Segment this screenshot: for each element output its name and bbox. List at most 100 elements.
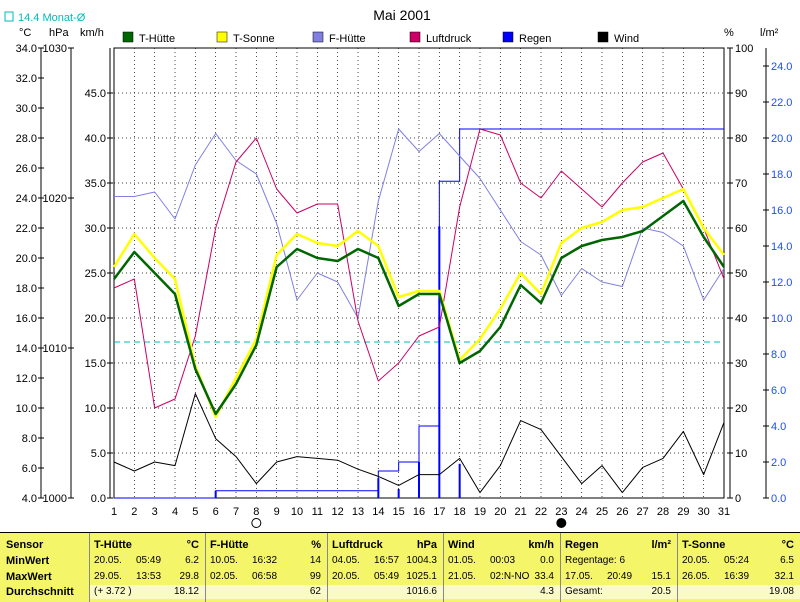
stat-min-time: 16:32 xyxy=(252,555,278,566)
legend-label: F-Hütte xyxy=(329,33,366,45)
stat-min-time: 05:24 xyxy=(724,555,750,566)
x-tick-label: 20 xyxy=(494,506,506,518)
x-tick-label: 30 xyxy=(698,506,710,518)
label-sensor: Sensor xyxy=(6,539,44,551)
pressure-unit-label: hPa xyxy=(49,27,69,39)
stat-max-date: 02.05. xyxy=(210,571,238,582)
stat-sensor-name: F-Hütte xyxy=(210,539,249,551)
stat-avg-note: (+ 3.72 ) xyxy=(94,586,132,597)
x-tick-label: 17 xyxy=(433,506,445,518)
legend-label: Wind xyxy=(614,33,639,45)
stat-min-time: 16:57 xyxy=(374,555,400,566)
temp-tick-label: 30.0 xyxy=(16,103,37,115)
wind-tick-label: 25.0 xyxy=(85,268,106,280)
legend-swatch xyxy=(409,31,421,43)
rain-tick-label: 16.0 xyxy=(771,205,792,217)
stat-max-time: 02:N-NO xyxy=(490,571,530,582)
wind-tick-label: 10.0 xyxy=(85,403,106,415)
x-tick-label: 23 xyxy=(555,506,567,518)
x-tick-label: 3 xyxy=(152,506,158,518)
stat-max-value: 15.1 xyxy=(651,571,671,582)
rain-tick-label: 4.0 xyxy=(771,421,786,433)
wind-tick-label: 45.0 xyxy=(85,88,106,100)
stat-sensor-name: T-Sonne xyxy=(682,539,726,551)
stat-sensor-name: Luftdruck xyxy=(332,539,383,551)
x-tick-label: 25 xyxy=(596,506,608,518)
moon-full-icon xyxy=(251,518,262,528)
humidity-tick-label: 80 xyxy=(735,133,747,145)
pressure-tick-label: 1030 xyxy=(43,43,67,55)
legend: T-Hütte T-Sonne F-Hütte Luftdruck Regen Wind xyxy=(122,31,639,45)
rain-tick-label: 18.0 xyxy=(771,169,792,181)
x-tick-label: 29 xyxy=(677,506,689,518)
label-avg: Durchschnitt xyxy=(6,586,74,598)
stat-min-value: 1004.3 xyxy=(406,555,437,566)
label-max: MaxWert xyxy=(6,571,52,583)
wind-tick-label: 20.0 xyxy=(85,313,106,325)
stat-unit: km/h xyxy=(528,539,554,551)
stat-sensor-name: Wind xyxy=(448,539,475,551)
stat-max-time: 05:49 xyxy=(374,571,400,582)
stat-min-time: 00:03 xyxy=(490,555,516,566)
legend-swatch xyxy=(122,31,134,43)
weather-chart: Mai 2001 14.4 Monat-Ø °C hPa km/h % l/m²… xyxy=(4,7,792,528)
wind-tick-label: 35.0 xyxy=(85,178,106,190)
temp-unit-label: °C xyxy=(19,27,31,39)
wind-tick-label: 15.0 xyxy=(85,358,106,370)
x-tick-label: 22 xyxy=(535,506,547,518)
rain-tick-label: 10.0 xyxy=(771,313,792,325)
humidity-tick-label: 60 xyxy=(735,223,747,235)
rain-tick-label: 2.0 xyxy=(771,457,786,469)
stat-max-date: 29.05. xyxy=(94,571,122,582)
stat-max-value: 29.8 xyxy=(179,571,199,582)
stat-unit: hPa xyxy=(416,539,437,551)
x-tick-label: 26 xyxy=(616,506,628,518)
stats-col-f-hütte: F-Hütte% 10.05. 16:32 14 02.05. 06:58 99 62 xyxy=(205,533,327,602)
rain-tick-label: 0.0 xyxy=(771,493,786,505)
stat-avg-value: 19.08 xyxy=(768,586,794,597)
stat-min-value: 6.5 xyxy=(780,555,794,566)
moon-phases xyxy=(251,518,567,528)
legend-label: Luftdruck xyxy=(426,33,472,45)
monthly-avg-label: 14.4 Monat-Ø xyxy=(18,12,86,24)
stat-unit: % xyxy=(311,539,321,551)
stat-avg-value: 62 xyxy=(309,586,321,597)
stat-max-time: 20:49 xyxy=(607,571,633,582)
x-tick-label: 5 xyxy=(192,506,198,518)
stat-avg-value: 20.5 xyxy=(651,586,671,597)
moon-new-icon xyxy=(556,518,567,528)
monthly-avg-marker: 14.4 Monat-Ø xyxy=(4,11,86,24)
legend-swatch xyxy=(502,31,514,43)
humidity-tick-label: 0 xyxy=(735,493,741,505)
legend-swatch xyxy=(597,31,609,43)
stat-max-date: 20.05. xyxy=(332,571,360,582)
stats-table: Sensor MinWert MaxWert Durchschnitt T-Hü… xyxy=(0,532,800,602)
pressure-tick-label: 1020 xyxy=(43,193,67,205)
wind-tick-label: 5.0 xyxy=(91,448,106,460)
temp-tick-label: 28.0 xyxy=(16,133,37,145)
rain-tick-label: 6.0 xyxy=(771,385,786,397)
x-tick-label: 2 xyxy=(131,506,137,518)
stat-min-time: 05:49 xyxy=(136,555,162,566)
x-tick-label: 8 xyxy=(253,506,259,518)
rain-cumulative-line xyxy=(114,128,724,499)
x-tick-label: 27 xyxy=(637,506,649,518)
x-tick-label: 18 xyxy=(454,506,466,518)
x-tick-label: 10 xyxy=(291,506,303,518)
pressure-tick-label: 1010 xyxy=(43,343,67,355)
stat-sensor-name: Regen xyxy=(565,539,599,551)
legend-label: Regen xyxy=(519,33,551,45)
wind-unit-label: km/h xyxy=(80,27,104,39)
humidity-line xyxy=(114,128,725,319)
rain-tick-label: 14.0 xyxy=(771,241,792,253)
x-tick-label: 24 xyxy=(576,506,588,518)
temp-tick-label: 32.0 xyxy=(16,73,37,85)
temp-tick-label: 20.0 xyxy=(16,253,37,265)
x-tick-label: 12 xyxy=(332,506,344,518)
x-tick-label: 19 xyxy=(474,506,486,518)
stat-max-value: 33.4 xyxy=(534,571,554,582)
stat-avg-value: 4.3 xyxy=(540,586,554,597)
temp-tick-label: 16.0 xyxy=(16,313,37,325)
humidity-unit-label: % xyxy=(724,27,734,39)
humidity-tick-label: 30 xyxy=(735,358,747,370)
